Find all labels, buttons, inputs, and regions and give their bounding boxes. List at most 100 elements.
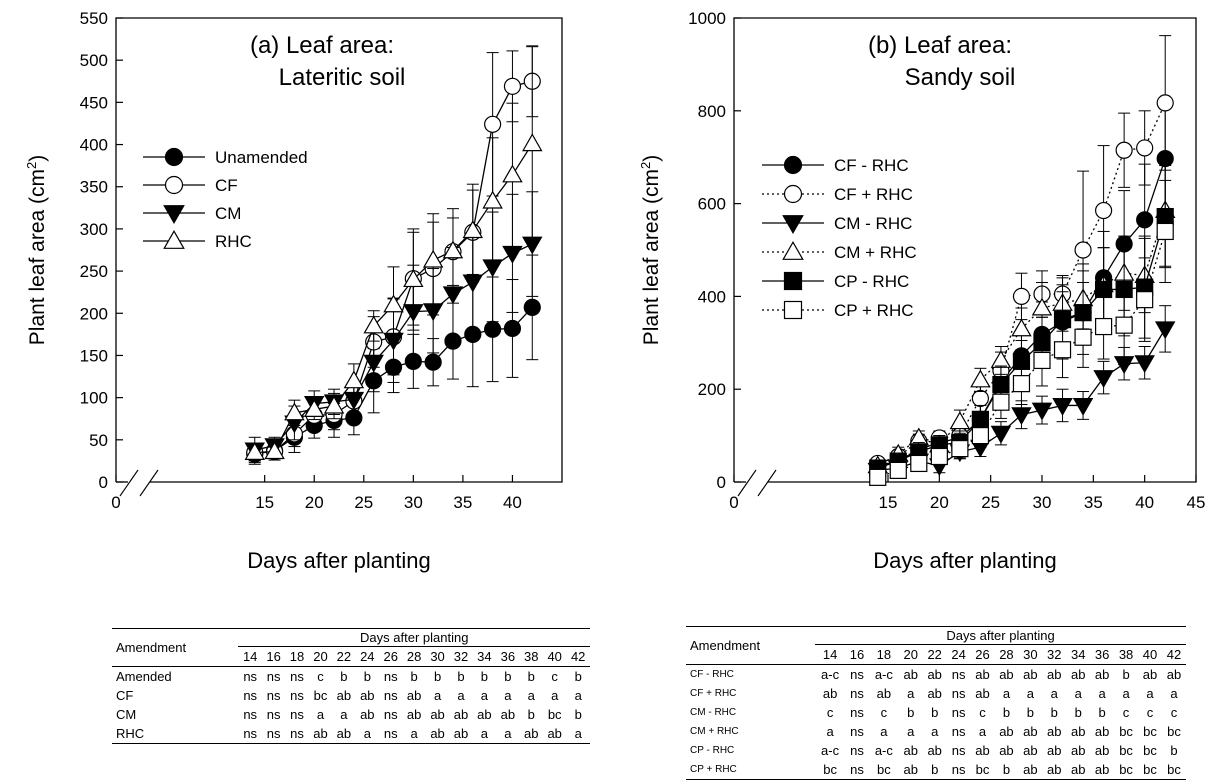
chart-b-y-axis-label-close: ) xyxy=(640,155,663,162)
chart-b-data-point xyxy=(1012,375,1031,393)
table-b-cell: b xyxy=(1122,667,1130,682)
table-a-cell: b xyxy=(457,669,465,684)
table-b-cell: a xyxy=(1122,686,1130,701)
table-b-cell: b xyxy=(1050,705,1058,720)
table-a-day-header: 30 xyxy=(425,646,450,667)
table-b-day-header: 32 xyxy=(1042,644,1067,665)
table-b-cell: ns xyxy=(946,760,971,780)
chart-a-y-axis-label-text: Plant leaf area (cm xyxy=(26,169,49,345)
table-b-row-label: CP + RHC xyxy=(686,760,816,780)
table-b-cell: ab xyxy=(903,667,918,682)
table-a-cell: ns xyxy=(290,707,304,722)
table-b-table-row: CP - RHC a-c ns a-c ab ab ns ab ab ab ab ab ab bc bc b xyxy=(686,741,1186,760)
table-b-cell: b xyxy=(1170,743,1178,758)
table-a-table-row: CF ns ns ns bc ab ab ns ab a a a a a a a xyxy=(112,686,590,705)
table-b-cell: bc xyxy=(1167,724,1181,739)
table-a-day-header: 34 xyxy=(472,646,497,667)
table-a-cell: b xyxy=(363,669,371,684)
chart-b-x-tick-label: 20 xyxy=(930,493,949,512)
table-a-cell: b xyxy=(527,707,535,722)
chart-b-data-point xyxy=(1156,222,1174,241)
table-a-day-header: 14 xyxy=(238,646,262,667)
table-b-cell: ab xyxy=(1047,724,1062,739)
table-a-cell: ab xyxy=(336,688,352,703)
table-a-cell: ab xyxy=(519,724,543,744)
chart-a-legend-marker xyxy=(163,205,185,224)
table-a-cell: a xyxy=(480,688,489,703)
chart-a-x-tick-label: 20 xyxy=(305,493,324,512)
chart-b-data-point xyxy=(970,369,991,388)
chart-a-y-axis-label: Plant leaf area (cm2) xyxy=(24,155,49,345)
table-a-cell: ab xyxy=(477,707,492,722)
chart-a-y-tick-label: 150 xyxy=(80,346,108,365)
table-b-cell: bc xyxy=(1138,760,1162,780)
table-b-cell: a xyxy=(1074,686,1082,701)
chart-a-x-tick-label: 25 xyxy=(354,493,373,512)
table-b-cell: ab xyxy=(1042,760,1067,780)
chart-a-data-point xyxy=(503,319,522,338)
table-b-cell: ab xyxy=(999,667,1014,682)
table-a-table-row: Amended ns ns ns c b b ns b b b b b b c b xyxy=(112,667,590,687)
table-a-cell: ns xyxy=(243,688,258,703)
chart-a-axis-break-mark-left xyxy=(119,469,139,497)
chart-a-data-point xyxy=(462,220,484,239)
chart-b-data-point xyxy=(990,350,1012,368)
chart-b-data-point xyxy=(1074,241,1092,259)
table-b-cell: a xyxy=(1002,686,1011,701)
table-b-cell: ns xyxy=(850,743,864,758)
chart-a-x-tick-label: 35 xyxy=(453,493,472,512)
significance-table-b: Amendment Days after planting 14 16 18 20 22 24… xyxy=(686,626,1186,780)
chart-a-legend-marker xyxy=(164,175,184,195)
chart-b-data-point xyxy=(971,427,989,445)
table-b-cell: ab xyxy=(927,743,942,758)
table-b-cell: ab xyxy=(975,667,990,682)
table-a-cell: ns xyxy=(266,688,281,703)
chart-a-y-tick-label: 250 xyxy=(80,262,108,281)
table-b-cell: ab xyxy=(1142,667,1158,682)
chart-b-y-axis-label: Plant leaf area (cm2) xyxy=(638,155,663,345)
table-b-cell: ns xyxy=(850,667,864,682)
chart-a-x-tick-label: 40 xyxy=(503,493,522,512)
chart-a-data-point xyxy=(244,442,265,460)
table-b-cell: b xyxy=(931,705,939,720)
chart-a-legend-label: CF xyxy=(215,176,238,195)
table-a-corner-label: Amendment xyxy=(112,628,239,667)
table-b-cell: ab xyxy=(1094,743,1110,758)
chart-b-data-point xyxy=(1072,397,1094,416)
table-b-day-header: 28 xyxy=(994,644,1019,665)
table-a-cell: ab xyxy=(500,707,516,722)
table-b-cell: ab xyxy=(1090,760,1115,780)
table-b-cell: ab xyxy=(1047,667,1062,682)
table-b-cell: bc xyxy=(1161,760,1186,780)
chart-a-x-tick-label: 30 xyxy=(404,493,423,512)
table-a-day-header: 26 xyxy=(379,646,403,667)
table-a-cell: ab xyxy=(360,688,375,703)
table-b-cell: b xyxy=(1026,705,1034,720)
chart-b-data-point xyxy=(1033,351,1051,370)
chart-a-y-tick-label: 400 xyxy=(80,136,108,155)
chart-a-y-axis-label-close: ) xyxy=(26,155,49,162)
chart-a-legend-marker xyxy=(164,147,184,167)
table-b-day-header: 14 xyxy=(815,644,846,665)
table-b-day-header: 26 xyxy=(970,644,995,665)
chart-b-y-tick-label: 600 xyxy=(698,195,726,214)
chart-a-legend-label: CM xyxy=(215,204,241,223)
chart-a-y-tick-label: 500 xyxy=(80,51,108,70)
table-a-day-header: 22 xyxy=(332,646,356,667)
chart-b-x-tick-label: 35 xyxy=(1084,493,1103,512)
table-b-cell: ab xyxy=(876,686,892,701)
table-a-cell: a xyxy=(433,688,442,703)
chart-a-series-1 xyxy=(246,45,541,462)
chart-b-data-point xyxy=(1136,139,1154,157)
chart-b-y-tick-label: 400 xyxy=(698,287,726,306)
chart-b-legend-marker xyxy=(783,184,803,204)
chart-b-x-tick-label: 25 xyxy=(981,493,1000,512)
table-b-cell: ab xyxy=(927,686,942,701)
table-a-day-header: 40 xyxy=(542,646,567,667)
table-a-cell: a xyxy=(402,724,426,744)
table-b-day-header: 38 xyxy=(1114,644,1139,665)
table-b-cell: c xyxy=(826,705,834,720)
table-b-table-row: CF + RHC ab ns ab a ab ns ab a a a a a a a a xyxy=(686,684,1186,703)
table-b-cell: ns xyxy=(951,686,966,701)
table-b-cell: b xyxy=(1074,705,1082,720)
